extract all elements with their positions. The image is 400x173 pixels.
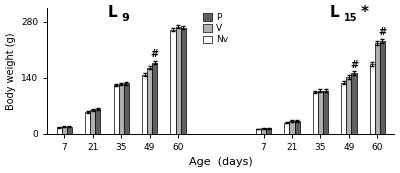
Bar <box>284 123 290 134</box>
Bar <box>95 109 100 134</box>
Bar <box>152 63 157 134</box>
Y-axis label: Body weight (g): Body weight (g) <box>6 32 16 110</box>
Bar <box>67 127 72 134</box>
Bar <box>90 110 95 134</box>
Bar <box>318 91 323 134</box>
Bar <box>170 30 176 134</box>
Bar <box>124 83 129 134</box>
Bar <box>62 127 67 134</box>
Bar <box>114 85 119 134</box>
Bar <box>375 43 380 134</box>
Bar <box>119 84 124 134</box>
Bar <box>370 64 375 134</box>
Bar <box>142 75 147 134</box>
Text: 15: 15 <box>344 13 357 23</box>
Legend: P, V, Nv: P, V, Nv <box>202 11 230 46</box>
Text: #: # <box>350 60 358 70</box>
Bar <box>380 41 385 134</box>
Bar <box>261 128 266 134</box>
Text: #: # <box>378 28 386 38</box>
Bar <box>313 92 318 134</box>
Bar <box>341 83 346 134</box>
X-axis label: Age  (days): Age (days) <box>189 157 253 167</box>
Bar <box>294 121 300 134</box>
Bar <box>147 68 152 134</box>
Bar <box>323 91 328 134</box>
Text: 9: 9 <box>122 13 130 23</box>
Bar <box>57 128 62 134</box>
Text: L: L <box>330 5 340 20</box>
Bar <box>352 73 356 134</box>
Text: #: # <box>151 49 159 60</box>
Bar <box>290 121 294 134</box>
Bar <box>85 112 90 134</box>
Bar <box>346 77 352 134</box>
Text: *: * <box>360 5 368 20</box>
Bar <box>256 129 261 134</box>
Bar <box>266 128 271 134</box>
Bar <box>181 28 186 134</box>
Bar <box>176 27 181 134</box>
Text: L: L <box>108 5 118 20</box>
